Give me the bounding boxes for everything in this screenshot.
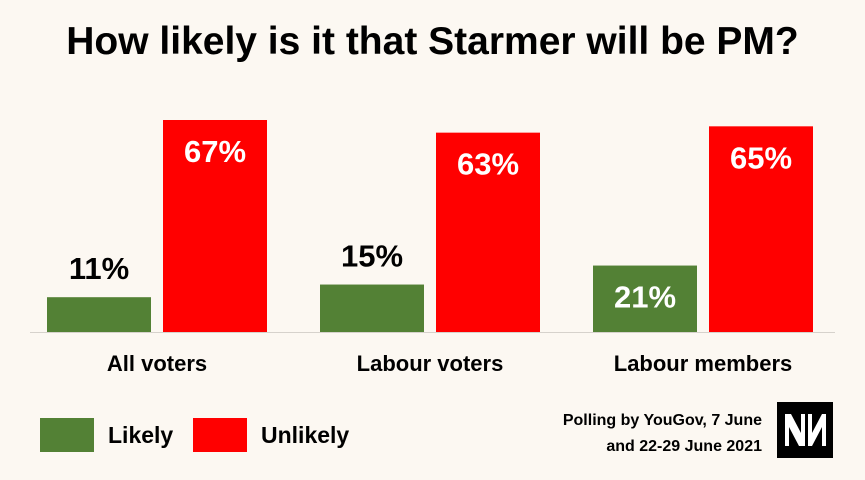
- data-label-likely-3: 21%: [614, 280, 676, 315]
- data-label-unlikely-3: 65%: [730, 140, 792, 175]
- bar-likely-1: [47, 297, 151, 332]
- bar-likely-3: [593, 265, 697, 332]
- source-line-1: Polling by YouGov, 7 June: [562, 412, 762, 429]
- bar-likely-2: [320, 284, 424, 332]
- legend-swatch-unlikely: [193, 418, 247, 452]
- bar-unlikely-1: [163, 120, 267, 332]
- legend-item-unlikely: Unlikely: [193, 418, 349, 452]
- bar-unlikely-3: [709, 126, 813, 332]
- source-note: Polling by YouGov, 7 June and 22-29 June…: [492, 408, 762, 460]
- legend-swatch-likely: [40, 418, 94, 452]
- data-label-likely-1: 11%: [69, 251, 129, 286]
- data-label-unlikely-1: 67%: [184, 134, 246, 169]
- data-label-unlikely-2: 63%: [457, 147, 519, 182]
- category-label-1: All voters: [107, 351, 207, 376]
- legend-item-likely: Likely: [40, 418, 173, 452]
- source-line-2: and 22-29 June 2021: [606, 438, 762, 455]
- data-label-likely-2: 15%: [341, 239, 403, 274]
- legend-label-likely: Likely: [108, 421, 174, 448]
- category-label-2: Labour voters: [357, 351, 504, 376]
- legend-label-unlikely: Unlikely: [261, 421, 350, 448]
- chart-title: How likely is it that Starmer will be PM…: [66, 20, 799, 63]
- newstatesman-logo-icon: [777, 402, 833, 458]
- logo-mark: [785, 414, 826, 446]
- bar-unlikely-2: [436, 132, 540, 332]
- category-label-3: Labour members: [614, 351, 793, 376]
